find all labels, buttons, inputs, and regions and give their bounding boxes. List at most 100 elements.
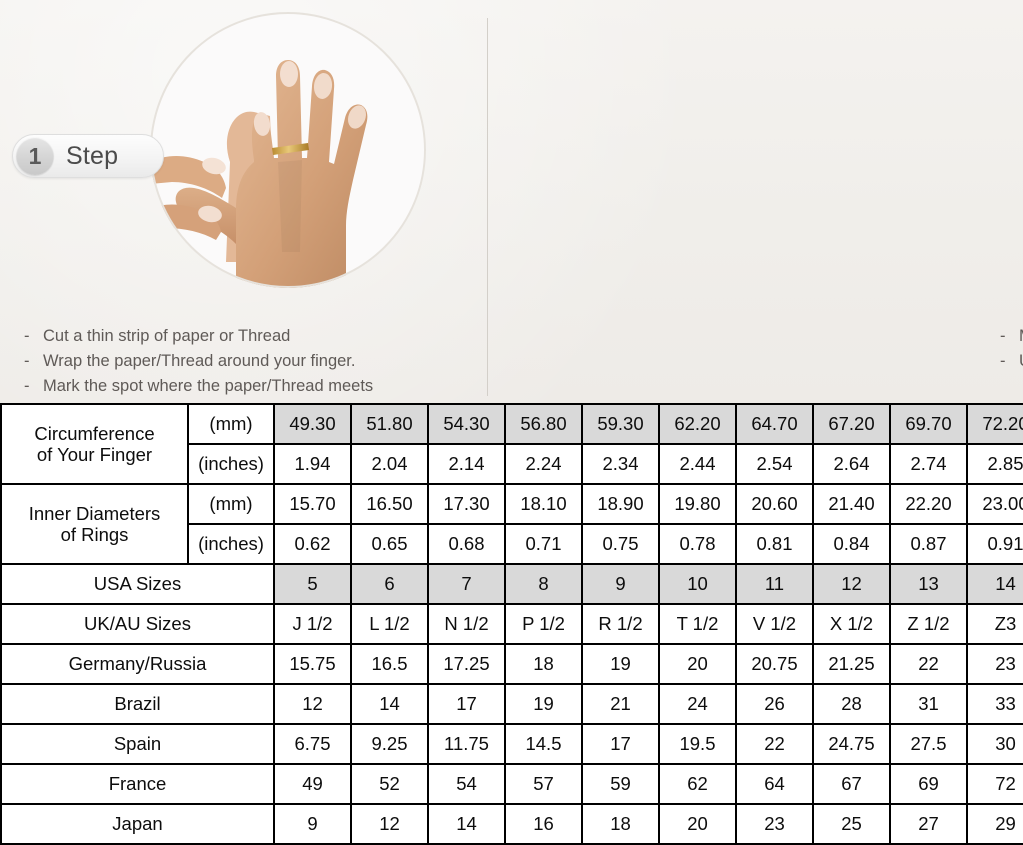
cell: 72.20 (966, 403, 1023, 445)
row-header-france: France (0, 763, 275, 805)
instruction-line: - Mark the spot where the paper/Thread me… (24, 374, 373, 399)
cell: 54.30 (427, 403, 506, 445)
cell: V 1/2 (735, 603, 814, 645)
cell: 21 (581, 683, 660, 725)
unit-cell: (mm) (187, 483, 275, 525)
cell: 19.5 (658, 723, 737, 765)
cell: 62 (658, 763, 737, 805)
bullet-dash: - (24, 377, 30, 395)
row-header-uk-au-sizes: UK/AU Sizes (0, 603, 275, 645)
cell: 0.65 (350, 523, 429, 565)
row-header-inner-diameter: Inner Diameters of Rings (0, 483, 189, 565)
instruction-text: Wrap the paper/Thread around your finger… (43, 352, 356, 370)
table-row: UK/AU Sizes J 1/2 L 1/2 N 1/2 P 1/2 R 1/… (0, 603, 1023, 645)
cell: 9.25 (350, 723, 429, 765)
cell: 9 (581, 563, 660, 605)
cell: 28 (812, 683, 891, 725)
cell: 52 (350, 763, 429, 805)
row-header-circumference: Circumference of Your Finger (0, 403, 189, 485)
panel-divider (487, 18, 488, 396)
cell: 10 (658, 563, 737, 605)
cell: J 1/2 (273, 603, 352, 645)
instruction-line: - Use the following chart to determine yo… (1000, 349, 1023, 374)
cell: 22 (889, 643, 968, 685)
cell: 18 (581, 803, 660, 845)
cell: 14 (427, 803, 506, 845)
cell: 2.74 (889, 443, 968, 485)
table-row: Japan 9 12 14 16 18 20 23 25 27 29 (0, 803, 1023, 845)
table-row: France 49 52 54 57 59 62 64 67 69 72 (0, 763, 1023, 805)
cell: 19.80 (658, 483, 737, 525)
cell: 6.75 (273, 723, 352, 765)
instruction-text: Measure the length of the thread with yo… (1019, 327, 1023, 345)
table-row: (inches) 0.62 0.65 0.68 0.71 0.75 0.78 0… (1, 523, 1023, 565)
cell: 9 (273, 803, 352, 845)
unit-cell: (inches) (187, 523, 275, 565)
cell: Z 1/2 (889, 603, 968, 645)
cell: 18.90 (581, 483, 660, 525)
step-2-instructions: - Measure the length of the thread with y… (1000, 324, 1023, 374)
cell: 25 (812, 803, 891, 845)
cell: 20.75 (735, 643, 814, 685)
cell: 2.44 (658, 443, 737, 485)
row-header-spain: Spain (0, 723, 275, 765)
cell: 22.20 (889, 483, 968, 525)
cell: 17 (427, 683, 506, 725)
cell: 31 (889, 683, 968, 725)
cell: 26 (735, 683, 814, 725)
cell: 51.80 (350, 403, 429, 445)
cell: 69.70 (889, 403, 968, 445)
instruction-line: - Measure the length of the thread with y… (1000, 324, 1023, 349)
cell: 0.91 (966, 523, 1023, 565)
table-row: Circumference of Your Finger (mm) 49.30 … (0, 403, 1023, 485)
cell: 18.10 (504, 483, 583, 525)
cell: 57 (504, 763, 583, 805)
row-header-japan: Japan (0, 803, 275, 845)
cell: 14 (350, 683, 429, 725)
row-header-brazil: Brazil (0, 683, 275, 725)
cell: 67.20 (812, 403, 891, 445)
cell: 2.04 (350, 443, 429, 485)
instruction-text: Use the following chart to determine you… (1019, 352, 1023, 370)
cell: X 1/2 (812, 603, 891, 645)
cell: 21.40 (812, 483, 891, 525)
hand-with-ring-photo (150, 12, 426, 288)
cell: 0.78 (658, 523, 737, 565)
cell: 20.60 (735, 483, 814, 525)
cell: 12 (350, 803, 429, 845)
cell: 72 (966, 763, 1023, 805)
cell: 0.68 (427, 523, 506, 565)
cell: 67 (812, 763, 891, 805)
step-badge-1: 1 Step (12, 134, 164, 178)
bullet-dash: - (24, 352, 30, 370)
cell: 12 (273, 683, 352, 725)
cell: 16.5 (350, 643, 429, 685)
cell: 0.71 (504, 523, 583, 565)
cell: 1.94 (273, 443, 352, 485)
cell: 59 (581, 763, 660, 805)
table-row: Spain 6.75 9.25 11.75 14.5 17 19.5 22 24… (0, 723, 1023, 765)
cell: 7 (427, 563, 506, 605)
cell: 22 (735, 723, 814, 765)
unit-cell: (inches) (187, 443, 275, 485)
row-header-germany-russia: Germany/Russia (0, 643, 275, 685)
cell: 0.75 (581, 523, 660, 565)
cell: R 1/2 (581, 603, 660, 645)
cell: 17.25 (427, 643, 506, 685)
cell: 54 (427, 763, 506, 805)
cell: 23.00 (966, 483, 1023, 525)
step-number-1: 1 (16, 137, 54, 175)
cell: 0.62 (273, 523, 352, 565)
cell: 8 (504, 563, 583, 605)
cell: 27 (889, 803, 968, 845)
cell: 15.70 (273, 483, 352, 525)
cell: 16.50 (350, 483, 429, 525)
cell: 0.84 (812, 523, 891, 565)
cell: 13 (889, 563, 968, 605)
bullet-dash: - (24, 327, 30, 345)
cell: 14.5 (504, 723, 583, 765)
cell: 23 (966, 643, 1023, 685)
cell: P 1/2 (504, 603, 583, 645)
bullet-dash: - (1000, 352, 1006, 370)
table-row: (inches) 1.94 2.04 2.14 2.24 2.34 2.44 2… (1, 443, 1023, 485)
